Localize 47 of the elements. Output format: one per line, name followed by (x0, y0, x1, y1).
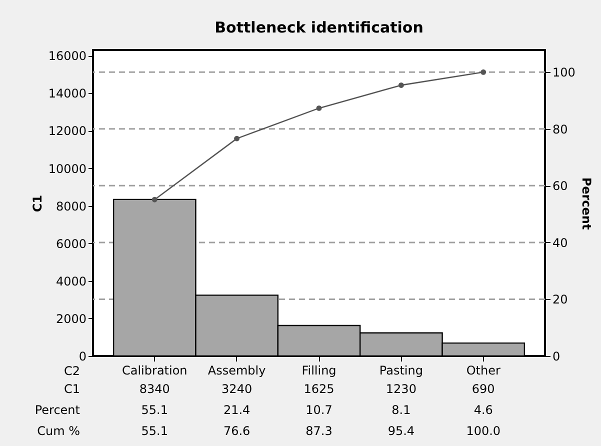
y-tick-label: 14000 (48, 86, 86, 101)
chart-title: Bottleneck identification (214, 18, 424, 37)
y2-axis-title: Percent (579, 177, 594, 230)
data-label: 8340 (139, 382, 170, 396)
y2-tick-label: 0 (552, 350, 560, 364)
data-label: 690 (472, 382, 495, 396)
data-label: 1230 (386, 382, 416, 396)
point (234, 136, 240, 142)
y-tick-label: 6000 (56, 236, 86, 251)
x-axis-title: C2 (64, 364, 80, 378)
data-label: 100.0 (466, 424, 501, 438)
point (152, 196, 158, 202)
text: C1 (64, 382, 80, 396)
text: 4.6 (474, 403, 493, 417)
y2-tick-label: 60 (552, 179, 568, 194)
point (316, 105, 322, 111)
x-tick-label: Assembly (208, 364, 266, 378)
y-axis-title: C1 (30, 194, 44, 212)
y-tick-label: 8000 (56, 199, 86, 214)
y-tick-label: 0 (78, 350, 86, 364)
y-tick-label: 16000 (48, 49, 86, 64)
y2-tick-label: 100 (552, 66, 576, 80)
x-tick-label: Calibration (122, 364, 188, 378)
y-tick-label: 4000 (56, 274, 86, 288)
data-label: 76.6 (223, 424, 250, 438)
text: Cum % (37, 424, 80, 438)
point (480, 69, 486, 75)
text: 21.4 (223, 403, 250, 417)
y2-tick-label: 40 (552, 236, 568, 250)
text: 8.1 (392, 403, 411, 417)
data-label: 87.3 (306, 424, 332, 438)
data-label: 95.4 (388, 424, 415, 438)
y-tick-label: 10000 (48, 162, 86, 176)
x-tick-label: Pasting (379, 364, 423, 378)
text: Percent (34, 403, 80, 417)
data-label: 1625 (304, 382, 334, 396)
x-tick-label: Other (466, 364, 500, 378)
text: 55.1 (141, 403, 168, 417)
y2-tick-label: 80 (552, 122, 568, 136)
y-tick-label: 2000 (56, 312, 86, 326)
y2-tick-label: 20 (552, 292, 568, 307)
data-label: 55.1 (141, 424, 168, 438)
text: 10.7 (306, 403, 332, 417)
x-tick-label: Filling (302, 364, 336, 378)
y-tick-label: 12000 (48, 124, 86, 138)
point (398, 82, 404, 88)
data-label: 3240 (222, 382, 252, 396)
